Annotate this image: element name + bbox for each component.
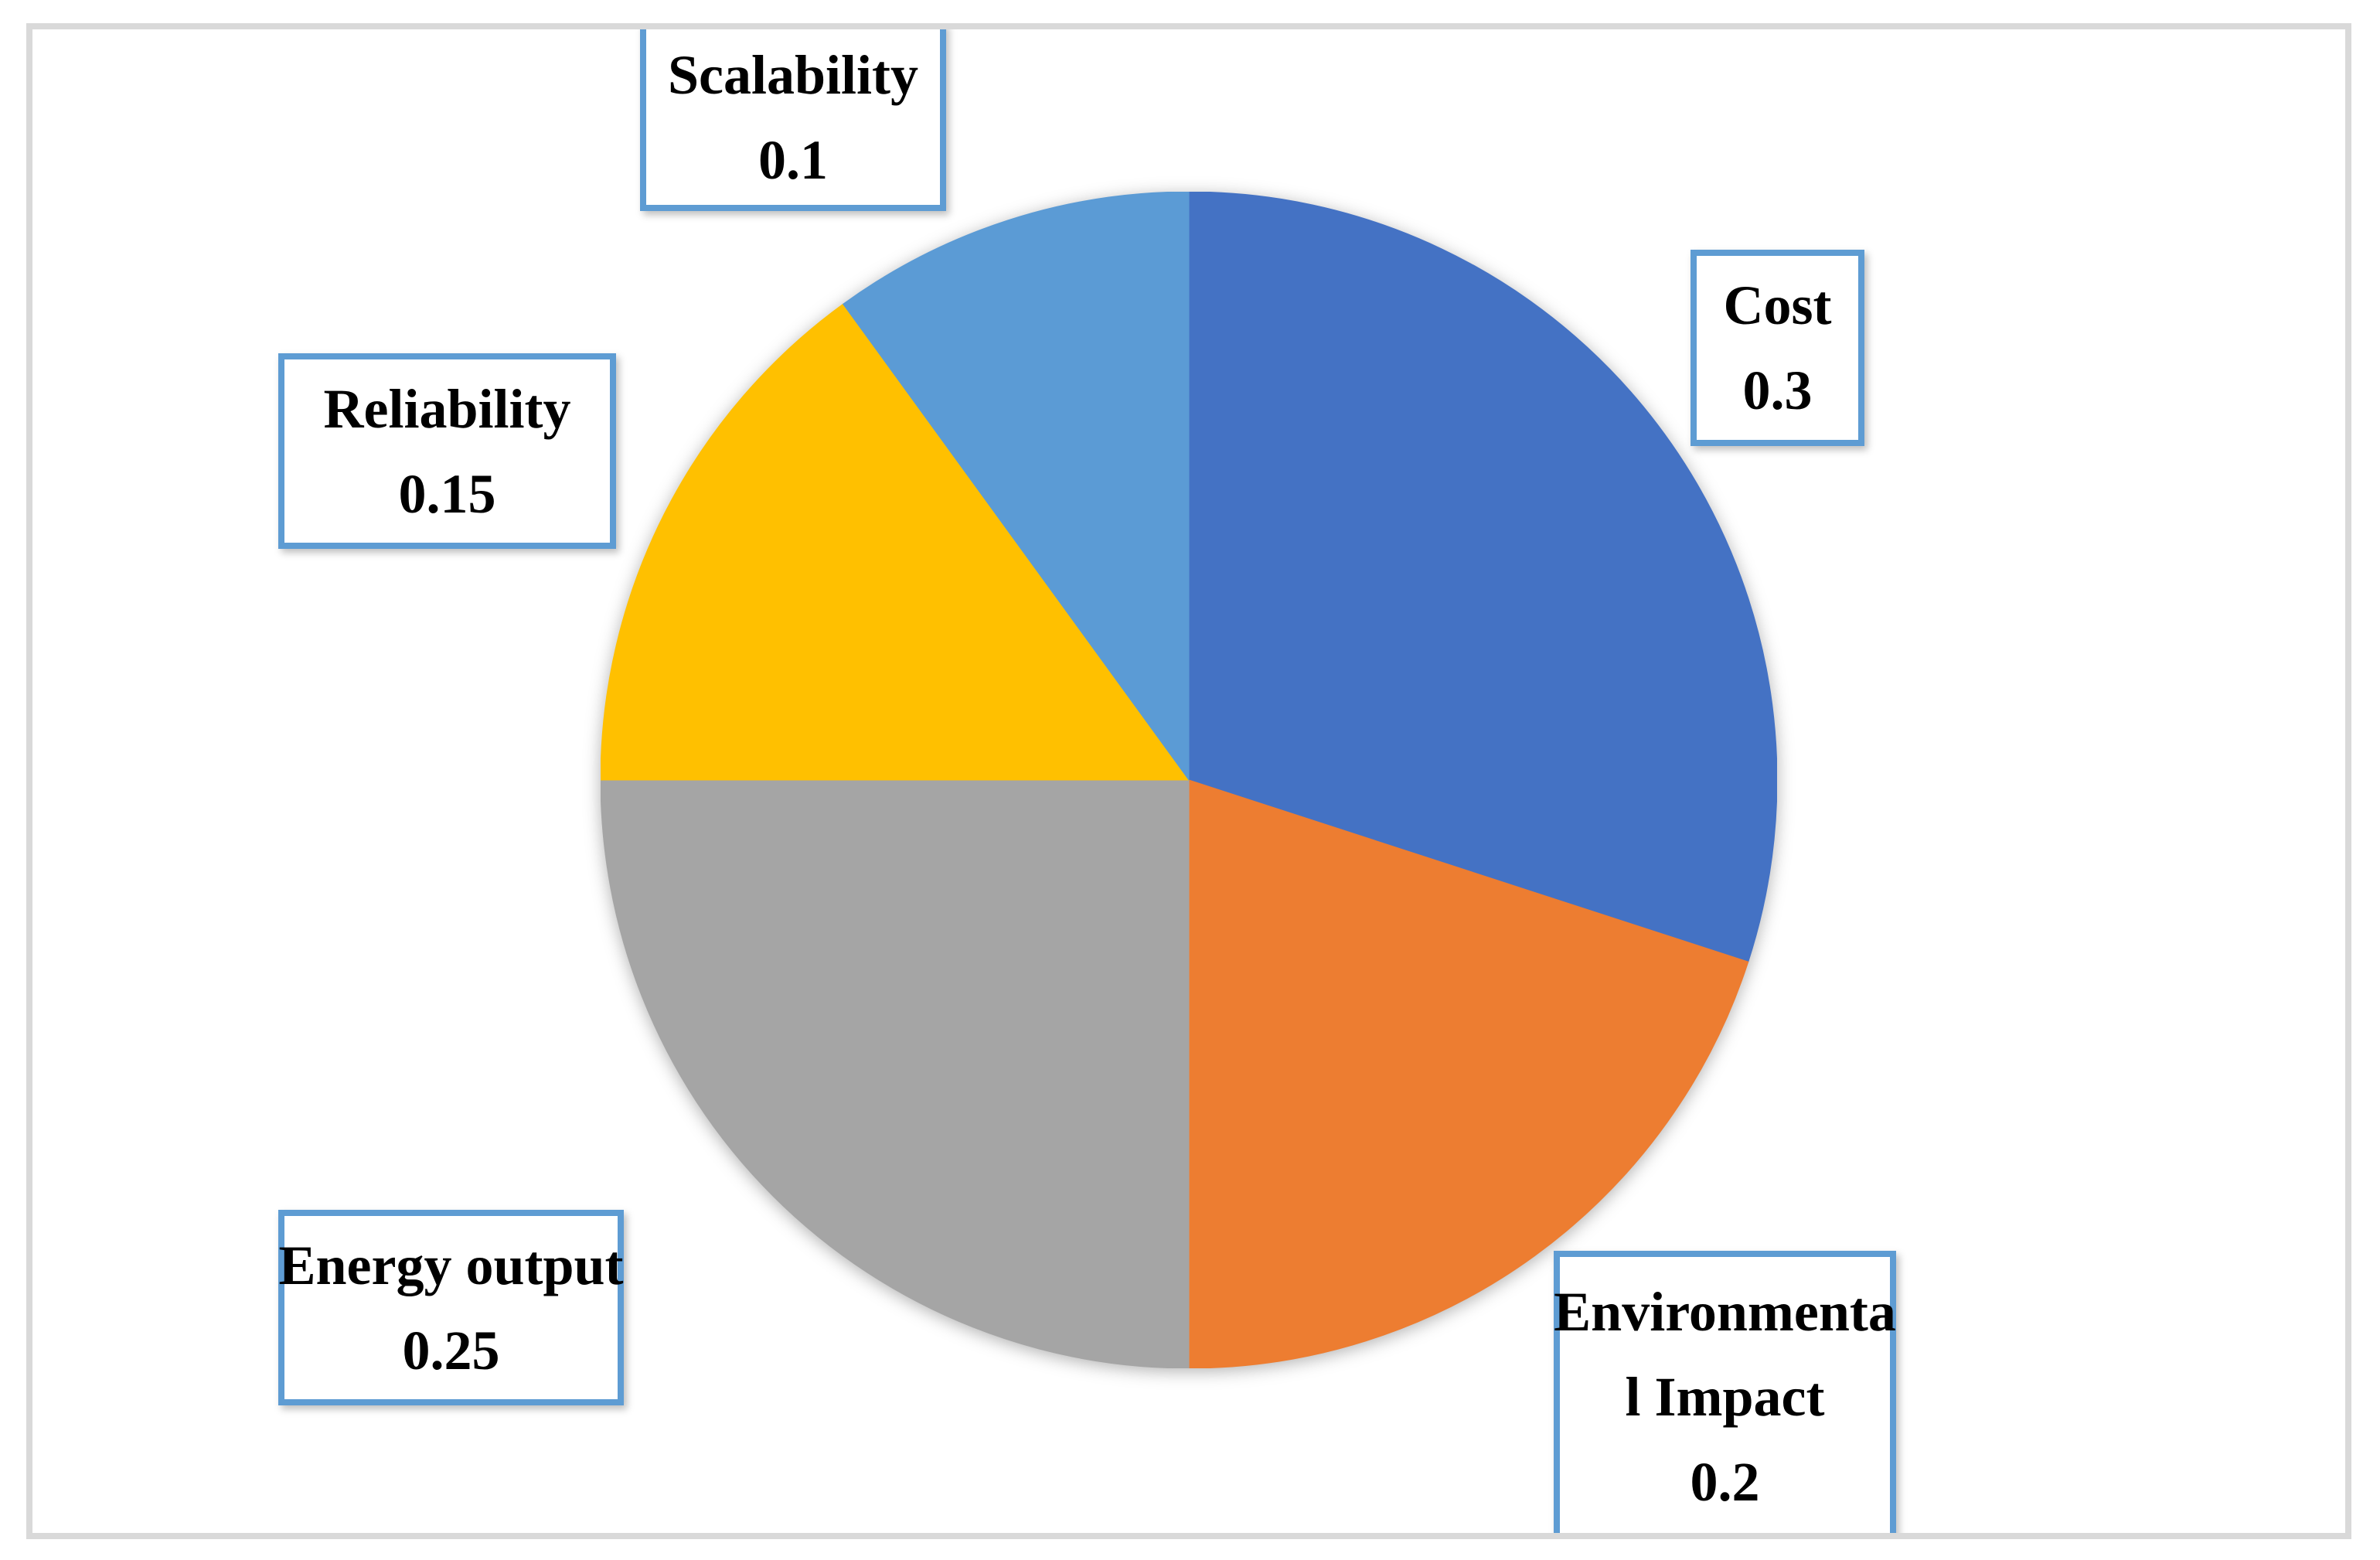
label-line: Environmenta — [1554, 1281, 1896, 1343]
label-box-reliability: Reliability 0.15 — [278, 353, 616, 549]
label-box-energy-output: Energy output 0.25 — [278, 1210, 624, 1405]
pie-chart — [601, 192, 1777, 1368]
label-line: 0.25 — [402, 1319, 500, 1381]
label-line: 0.1 — [758, 128, 828, 191]
label-line: 0.3 — [1742, 359, 1813, 421]
label-box-scalability: Scalability 0.1 — [640, 29, 946, 211]
label-box-environmental-impact: Environmenta l Impact 0.2 — [1554, 1251, 1896, 1533]
label-line: Scalability — [667, 43, 919, 106]
label-line: Energy output — [278, 1234, 624, 1296]
pie-slice-scalability — [843, 192, 1190, 782]
label-line: 0.15 — [398, 462, 496, 525]
label-box-cost: Cost 0.3 — [1691, 250, 1864, 446]
pie-slice-cost — [1188, 192, 1777, 962]
label-line: 0.2 — [1690, 1451, 1760, 1513]
plot-area: Scalability 0.1 Cost 0.3 Reliability 0.15 E… — [32, 29, 2345, 1533]
label-line: Cost — [1723, 274, 1832, 336]
pie-slice-energy-output — [601, 779, 1190, 1368]
pie-slice-environmental-impact — [1188, 779, 1749, 1368]
label-line: Reliability — [323, 377, 571, 440]
label-line: l Impact — [1625, 1366, 1825, 1428]
pie-slice-reliability — [601, 303, 1190, 781]
